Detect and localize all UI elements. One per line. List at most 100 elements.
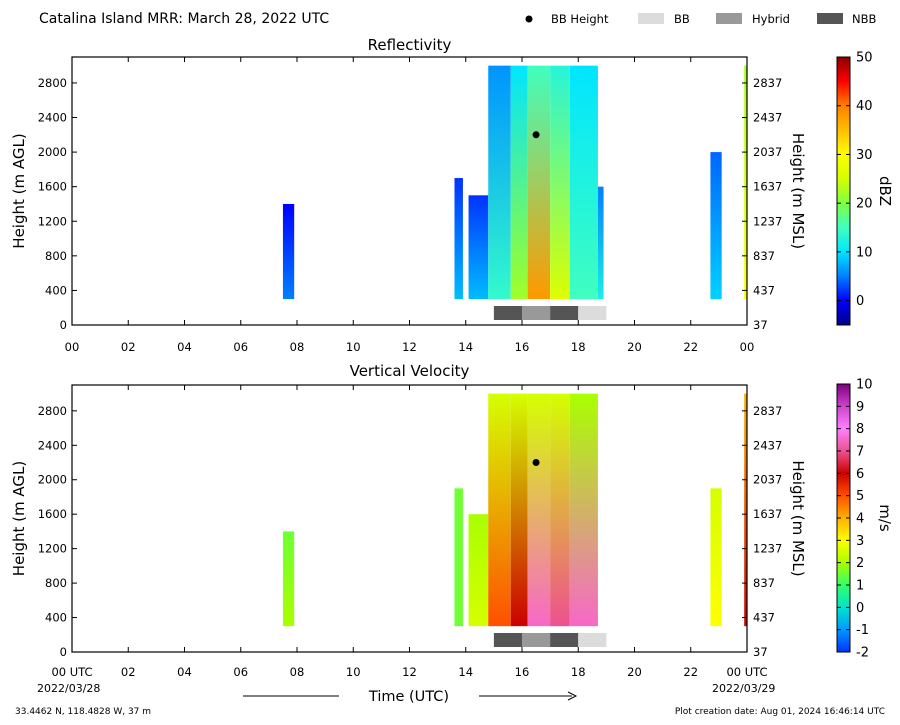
echo-period: [488, 65, 511, 300]
y-tick-label: 2400: [38, 111, 67, 125]
bb-type-segment: [522, 633, 551, 647]
plot-area: [72, 385, 747, 652]
echo-period: [569, 65, 598, 300]
y-tick-label: 2000: [38, 473, 67, 487]
x-tick-label: 22: [683, 665, 698, 679]
figure-title: Catalina Island MRR: March 28, 2022 UTC: [39, 11, 329, 27]
legend-bb-height-label: BB Height: [551, 12, 609, 26]
echo-period: [527, 393, 551, 627]
legend-hybrid-swatch: [716, 13, 742, 24]
x-tick-label: 06: [233, 665, 248, 679]
echo-period: [510, 65, 528, 300]
colorbar-tick-label: 0: [856, 601, 864, 616]
legend-bb-height-marker: [525, 15, 533, 23]
echo-period: [454, 488, 463, 627]
colorbar-tick-label: 8: [856, 422, 864, 437]
colorbar-tick-label: 0: [856, 294, 864, 309]
colorbar-tick-label: 9: [856, 400, 864, 415]
colorbar-tick-label: 20: [856, 197, 873, 212]
x-tick-label: 18: [571, 665, 586, 679]
echo-period: [454, 178, 463, 300]
y-tick-label: 800: [45, 249, 67, 263]
echo-period: [468, 195, 489, 300]
echo-period: [597, 186, 604, 300]
y-tick-label: 0: [60, 318, 67, 332]
bb-height-point: [532, 459, 540, 467]
echo-period: [744, 393, 747, 627]
panel-title: Vertical Velocity: [350, 362, 470, 380]
echo-period: [468, 514, 489, 627]
plot-area: [72, 57, 747, 325]
y-tick-label: 800: [45, 576, 67, 590]
y-right-tick-label: 437: [753, 283, 775, 297]
y-tick-label: 2000: [38, 145, 67, 159]
y-right-tick-label: 2837: [753, 76, 782, 90]
echo-period: [744, 65, 747, 300]
y-right-tick-label: 2837: [753, 404, 782, 418]
x-tick-label: 14: [458, 665, 473, 679]
bb-type-segment: [550, 306, 579, 320]
bb-type-segment: [522, 306, 551, 320]
y-axis-label: Height (m AGL): [10, 133, 28, 248]
y-right-tick-label: 437: [753, 611, 775, 625]
echo-period: [282, 203, 295, 300]
x-tick-label: 20: [627, 665, 642, 679]
y-tick-label: 1200: [38, 542, 67, 556]
x-tick-label: 12: [402, 665, 417, 679]
y-right-axis-label: Height (m MSL): [789, 133, 807, 249]
x-tick-label: 02: [121, 665, 136, 679]
legend-hybrid-label: Hybrid: [752, 12, 790, 26]
colorbar-tick-label: 5: [856, 489, 864, 504]
x-tick-label: 00 UTC: [51, 665, 92, 679]
x-tick-label: 12: [402, 340, 417, 354]
y-right-tick-label: 1237: [753, 542, 782, 556]
end-date-label: 2022/03/29: [712, 682, 775, 695]
colorbar-tick-label: 10: [856, 245, 873, 260]
legend-bb-label: BB: [674, 12, 690, 26]
y-tick-label: 2400: [38, 438, 67, 452]
y-right-tick-label: 2437: [753, 438, 782, 452]
y-right-tick-label: 2037: [753, 145, 782, 159]
y-tick-label: 2800: [38, 404, 67, 418]
bb-type-segment: [550, 633, 579, 647]
panel-title: Reflectivity: [368, 36, 452, 54]
colorbar-tick-label: 4: [856, 512, 864, 527]
colorbar-label: dBZ: [876, 176, 894, 206]
y-right-tick-label: 37: [753, 318, 768, 332]
y-tick-label: 2800: [38, 76, 67, 90]
legend-bb-swatch: [638, 13, 664, 24]
y-right-tick-label: 2037: [753, 473, 782, 487]
echo-period: [550, 393, 570, 627]
y-axis-label: Height (m AGL): [10, 461, 28, 576]
y-tick-label: 0: [60, 645, 67, 659]
echo-period: [569, 393, 598, 627]
echo-period: [527, 65, 551, 300]
bb-type-segment: [493, 633, 522, 647]
x-tick-label: 00: [65, 340, 80, 354]
legend: BB Height BB Hybrid NBB: [525, 12, 876, 26]
x-tick-label: 10: [346, 665, 361, 679]
x-tick-label: 04: [177, 665, 192, 679]
bb-type-segment: [493, 306, 522, 320]
x-axis-title: Time (UTC): [368, 689, 449, 705]
echo-period: [488, 393, 511, 627]
bb-height-point: [532, 131, 540, 139]
x-tick-label: 08: [290, 340, 305, 354]
colorbar-tick-label: 30: [856, 148, 873, 163]
bb-type-segment: [578, 306, 607, 320]
y-right-tick-label: 1237: [753, 214, 782, 228]
y-right-tick-label: 837: [753, 249, 775, 263]
colorbar-tick-label: -1: [856, 623, 869, 638]
colorbar-tick-label: 10: [856, 378, 873, 393]
y-right-tick-label: 1637: [753, 507, 782, 521]
bb-type-segment: [578, 633, 607, 647]
y-tick-label: 1600: [38, 507, 67, 521]
echo-period: [282, 531, 295, 627]
location-label: 33.4462 N, 118.4828 W, 37 m: [15, 707, 151, 717]
colorbar-tick-label: 3: [856, 534, 864, 549]
creation-date-label: Plot creation date: Aug 01, 2024 16:46:1…: [675, 707, 885, 717]
x-tick-label: 04: [177, 340, 192, 354]
y-tick-label: 400: [45, 611, 67, 625]
